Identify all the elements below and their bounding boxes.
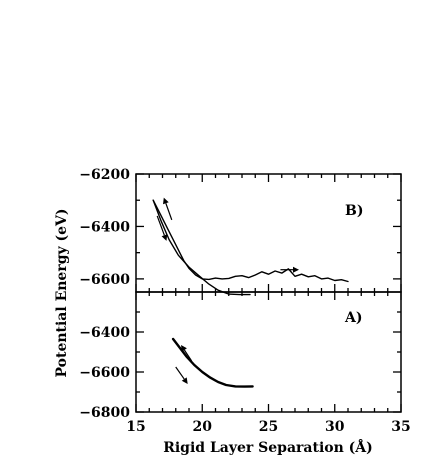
y-axis-title: Potential Energy (eV): [54, 208, 70, 377]
series-line: [171, 337, 254, 388]
x-axis-title: Rigid Layer Separation (Å): [163, 438, 373, 456]
panel-a-series: [171, 337, 254, 388]
panel-b-series: [152, 199, 349, 296]
arrow: [183, 349, 193, 362]
arrow-head: [293, 266, 299, 273]
panel-b: −6200 −6400 −6600 B): [79, 167, 402, 296]
arrow: [165, 203, 173, 221]
y-tick-label: −6600: [79, 272, 130, 288]
y-tick-label: −6600: [79, 365, 130, 381]
series-line: [152, 199, 251, 296]
x-tick-label: 15: [126, 419, 145, 435]
arrow-head: [181, 377, 188, 384]
panel-b-ticks: −6200 −6400 −6600: [79, 167, 402, 292]
arrow-head: [161, 234, 168, 241]
x-tick-label: 25: [259, 419, 278, 435]
arrow-head: [181, 345, 187, 352]
series-line: [152, 199, 349, 283]
x-tick-label: 30: [325, 419, 345, 435]
panel-label-b: B): [345, 203, 363, 219]
panel-b-arrows: [156, 197, 299, 273]
arrow: [156, 215, 165, 236]
y-tick-label: −6400: [79, 219, 130, 235]
y-tick-label: −6800: [79, 405, 130, 421]
arrow: [175, 366, 185, 380]
arrow-head: [163, 197, 169, 205]
panel-label-a: A): [344, 310, 363, 326]
y-tick-label: −6200: [79, 167, 130, 183]
y-tick-label: −6400: [79, 325, 130, 341]
panel-a-arrows: [175, 345, 193, 384]
x-tick-label: 35: [391, 419, 410, 435]
x-tick-label: 20: [193, 419, 213, 435]
